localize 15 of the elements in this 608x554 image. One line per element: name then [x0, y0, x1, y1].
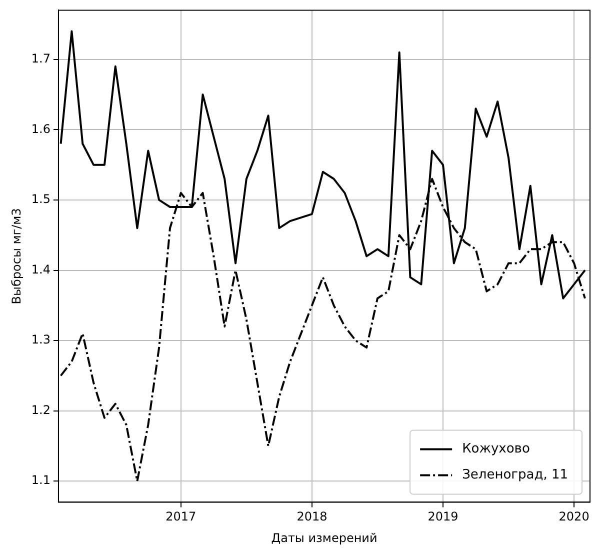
y-tick-label: 1.5	[31, 192, 50, 206]
y-axis-title: Выбросы мг/м3	[9, 208, 24, 304]
x-tick-label: 2018	[296, 510, 328, 524]
x-axis-title: Даты измерений	[271, 530, 378, 545]
legend-label: Кожухово	[462, 442, 530, 457]
y-tick-label: 1.2	[31, 402, 50, 417]
x-tick-label: 2017	[166, 510, 196, 524]
y-tick-label: 1.3	[31, 332, 50, 347]
legend-label: Зеленоград, 11	[462, 468, 568, 483]
y-tick-label: 1.6	[31, 122, 50, 136]
x-tick-label: 2020	[558, 510, 590, 524]
y-tick-label: 1.1	[31, 473, 50, 488]
x-tick-label: 2019	[428, 510, 458, 524]
y-tick-label: 1.7	[31, 52, 50, 66]
y-tick-label: 1.4	[31, 262, 50, 276]
